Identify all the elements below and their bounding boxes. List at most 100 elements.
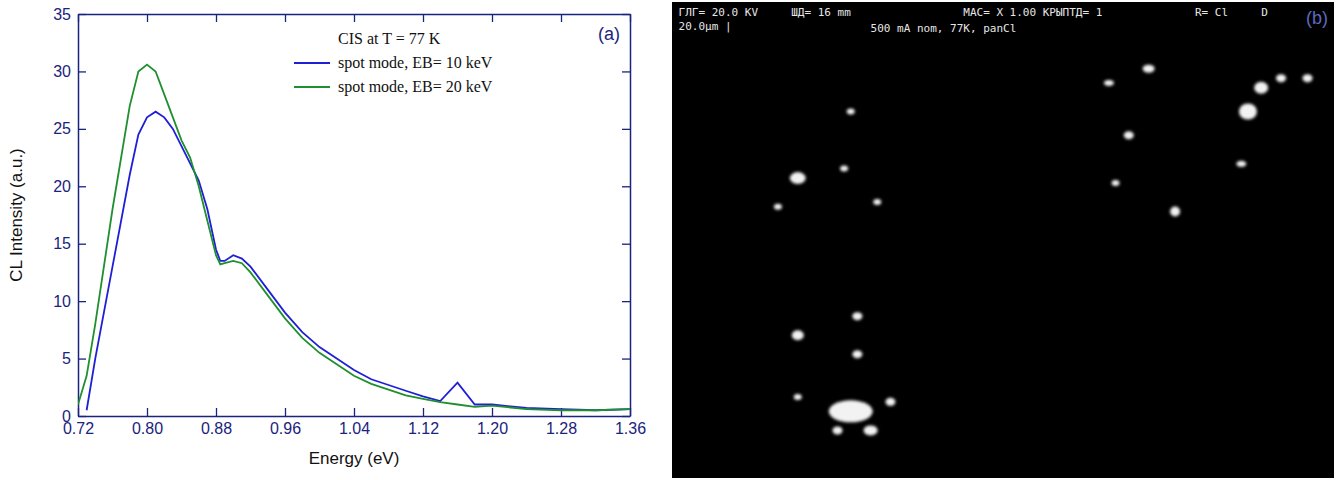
- tick-mark: [622, 416, 630, 417]
- tick: 30: [53, 63, 86, 80]
- tick: 0: [62, 408, 86, 425]
- tick: 0.96: [270, 408, 301, 437]
- legend-swatch: [294, 62, 330, 64]
- bright-spot: [774, 204, 782, 210]
- bright-spot: [1104, 80, 1114, 86]
- tick-label: 1.28: [546, 420, 577, 437]
- y-axis: 0 5 10 15 20 25 30 35: [53, 6, 86, 425]
- tick-mark: [147, 14, 148, 22]
- spots: [774, 65, 1313, 436]
- tick: 20: [53, 178, 86, 195]
- tick-label: 10: [53, 293, 71, 310]
- image-header: ШД= 16 mm: [791, 6, 851, 19]
- legend: CIS at T = 77 K spot mode, EB= 10 keV spot…: [294, 30, 493, 96]
- image-header: R= Cl: [1195, 6, 1228, 19]
- legend-swatch: [294, 86, 330, 88]
- tick: [561, 14, 562, 22]
- tick: 0.88: [201, 408, 232, 437]
- tick-label: 1.36: [615, 420, 646, 437]
- tick-mark: [492, 14, 493, 22]
- tick-mark: [78, 358, 86, 359]
- tick-mark: [423, 14, 424, 22]
- bright-spot: [840, 166, 848, 172]
- tick: [492, 14, 493, 22]
- legend-label: spot mode, EB= 20 keV: [338, 78, 493, 96]
- bright-spot: [833, 426, 843, 434]
- tick: [622, 14, 630, 15]
- tick-mark: [561, 14, 562, 22]
- tick: 1.04: [339, 408, 370, 437]
- series-line: [78, 65, 630, 411]
- legend-title: CIS at T = 77 K: [338, 30, 441, 47]
- tick-mark: [354, 14, 355, 22]
- tick-mark: [216, 14, 217, 22]
- tick: 35: [53, 6, 86, 23]
- bright-spot: [792, 330, 804, 340]
- tick-mark: [354, 408, 355, 416]
- tick: 1.20: [477, 408, 508, 437]
- tick-label: 0.88: [201, 420, 232, 437]
- tick-mark: [78, 129, 86, 130]
- tick-label: 15: [53, 235, 71, 252]
- panel-label: (a): [598, 24, 620, 44]
- x-axis: 0.720.800.880.961.041.121.201.281.36: [63, 408, 646, 437]
- plot-area: [78, 65, 630, 411]
- tick-mark: [78, 301, 86, 302]
- legend-label: spot mode, EB= 10 keV: [338, 54, 493, 72]
- bright-spot: [1124, 131, 1134, 139]
- image-header: ГЛГ= 20.0 KV: [679, 6, 759, 19]
- bright-spot: [1254, 82, 1268, 94]
- bright-spot: [885, 398, 895, 406]
- tick: 1.28: [546, 408, 577, 437]
- panel-a: 0.720.800.880.961.041.121.201.281.360510…: [7, 6, 646, 468]
- tick-mark: [622, 358, 630, 359]
- tick-mark: [622, 71, 630, 72]
- panel-b: ГЛГ= 20.0 KVШД= 16 mmMAC= X 1.00 KРЫПТД=…: [672, 2, 1334, 478]
- tick-mark: [622, 186, 630, 187]
- tick-mark: [492, 408, 493, 416]
- bright-spot: [847, 108, 855, 114]
- tick: [354, 14, 355, 22]
- tick: [622, 71, 630, 72]
- figure: 0.720.800.880.961.041.121.201.281.360510…: [0, 0, 1338, 480]
- tick-label: 0.80: [132, 420, 163, 437]
- tick: 0.80: [132, 408, 163, 437]
- bright-spot: [1112, 180, 1120, 186]
- tick-mark: [423, 408, 424, 416]
- tick-mark: [78, 416, 86, 417]
- bright-spot: [873, 199, 881, 205]
- tick-mark: [285, 14, 286, 22]
- tick-mark: [622, 301, 630, 302]
- tick-mark: [216, 408, 217, 416]
- tick: 1.12: [408, 408, 439, 437]
- axis-line: [78, 15, 80, 417]
- axis-line: [630, 15, 632, 417]
- tick-mark: [622, 129, 630, 130]
- x-axis-top: [79, 14, 631, 22]
- tick: 25: [53, 120, 86, 137]
- tick: 5: [62, 350, 86, 367]
- series-line: [87, 112, 630, 411]
- image-header: РЫПТД= 1: [1049, 6, 1102, 19]
- bright-spot: [790, 172, 806, 184]
- panel-label: (b): [1306, 8, 1328, 28]
- bright-spot: [864, 425, 878, 435]
- bright-spot: [1143, 65, 1155, 73]
- tick: [423, 14, 424, 22]
- tick-label: 25: [53, 120, 71, 137]
- tick-mark: [78, 244, 86, 245]
- image-caption: 500 mA nom, 77K, panCl: [871, 22, 1017, 35]
- tick-label: 1.04: [339, 420, 370, 437]
- tick-label: 1.20: [477, 420, 508, 437]
- image-header: D: [1261, 6, 1268, 19]
- tick-mark: [622, 14, 630, 15]
- bright-spot: [1239, 103, 1257, 119]
- tick-label: 1.12: [408, 420, 439, 437]
- tick-mark: [78, 14, 86, 15]
- bright-spot: [794, 394, 802, 400]
- y-axis-right: [622, 15, 631, 417]
- cl-image: [672, 2, 1334, 478]
- tick: [622, 186, 630, 187]
- bright-spot: [1236, 161, 1246, 167]
- tick-mark: [78, 71, 86, 72]
